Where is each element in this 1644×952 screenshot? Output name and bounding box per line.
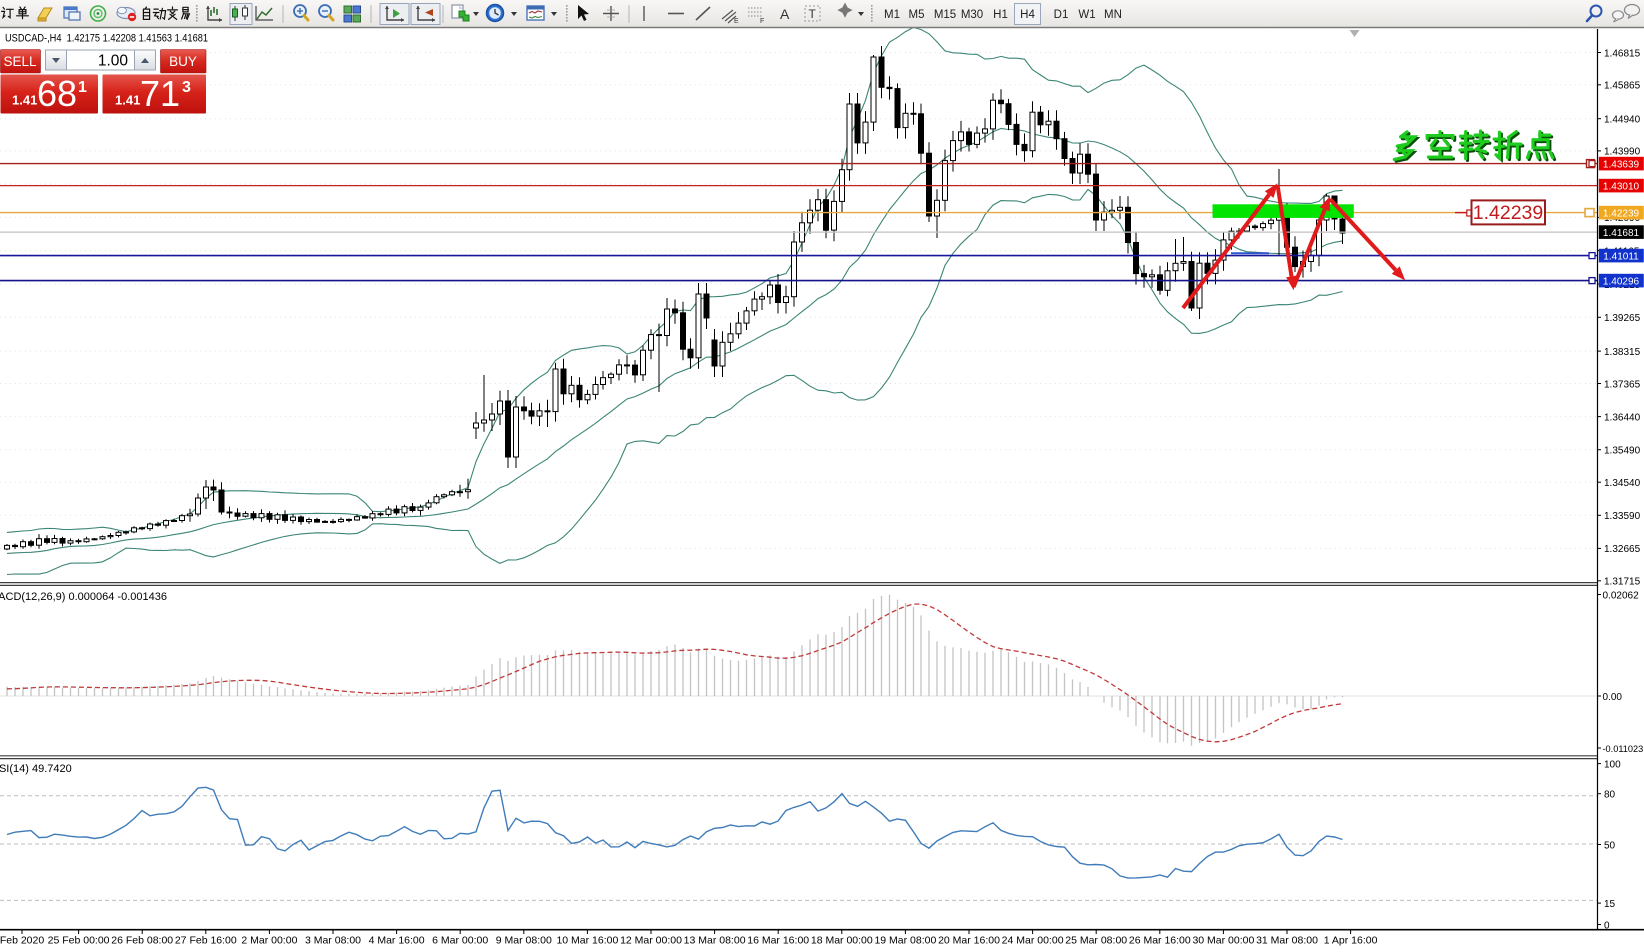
svg-text:H1: H1 <box>993 9 1008 21</box>
svg-text:3: 3 <box>182 79 191 96</box>
svg-text:1.35490: 1.35490 <box>1604 446 1641 457</box>
svg-text:68: 68 <box>37 73 77 114</box>
svg-text:1.38315: 1.38315 <box>1604 347 1641 358</box>
svg-text:USDCAD-,H4 1.42175 1.42208 1.: USDCAD-,H4 1.42175 1.42208 1.41563 1.416… <box>5 33 208 45</box>
svg-text:-0.011023: -0.011023 <box>1603 744 1644 754</box>
svg-text:1.46815: 1.46815 <box>1604 48 1641 59</box>
svg-text:T: T <box>809 7 817 21</box>
svg-text:1.41681: 1.41681 <box>1603 228 1640 239</box>
svg-text:71: 71 <box>140 73 180 114</box>
svg-text:W1: W1 <box>1078 9 1095 21</box>
svg-text:M30: M30 <box>961 9 983 21</box>
svg-text:1.43990: 1.43990 <box>1604 147 1641 158</box>
svg-text:Feb 2020: Feb 2020 <box>0 935 44 947</box>
svg-text:50: 50 <box>1604 840 1616 851</box>
svg-text:6 Mar 00:00: 6 Mar 00:00 <box>432 935 488 947</box>
svg-text:1.32665: 1.32665 <box>1604 544 1641 555</box>
svg-text:1.44940: 1.44940 <box>1604 115 1641 126</box>
svg-text:MN: MN <box>1104 9 1122 21</box>
svg-text:9 Mar 08:00: 9 Mar 08:00 <box>496 935 552 947</box>
svg-text:24 Mar 00:00: 24 Mar 00:00 <box>1002 935 1064 947</box>
svg-text:15: 15 <box>1604 899 1616 910</box>
svg-text:H4: H4 <box>1020 9 1035 21</box>
svg-text:2 Mar 00:00: 2 Mar 00:00 <box>241 935 297 947</box>
svg-text:27 Feb 16:00: 27 Feb 16:00 <box>175 935 237 947</box>
svg-text:1.41011: 1.41011 <box>1603 252 1639 263</box>
svg-text:M1: M1 <box>884 9 900 21</box>
svg-text:1.00: 1.00 <box>98 53 129 70</box>
svg-text:BUY: BUY <box>169 54 197 69</box>
svg-text:1.42239: 1.42239 <box>1603 209 1640 220</box>
svg-text:1.40296: 1.40296 <box>1603 277 1640 288</box>
svg-text:MACD(12,26,9) 0.000064 -0.0014: MACD(12,26,9) 0.000064 -0.001436 <box>0 591 167 603</box>
svg-text:1.36440: 1.36440 <box>1604 412 1641 423</box>
svg-text:12 Mar 00:00: 12 Mar 00:00 <box>620 935 682 947</box>
svg-text:100: 100 <box>1604 759 1621 770</box>
svg-text:18 Mar 00:00: 18 Mar 00:00 <box>811 935 873 947</box>
svg-text:M5: M5 <box>909 9 925 21</box>
svg-text:1 Apr 16:00: 1 Apr 16:00 <box>1324 935 1378 947</box>
svg-text:10 Mar 16:00: 10 Mar 16:00 <box>556 935 618 947</box>
svg-text:19 Mar 08:00: 19 Mar 08:00 <box>874 935 936 947</box>
svg-text:D1: D1 <box>1054 9 1069 21</box>
svg-text:13 Mar 08:00: 13 Mar 08:00 <box>684 935 746 947</box>
svg-text:1.41: 1.41 <box>12 93 37 108</box>
svg-text:80: 80 <box>1604 790 1616 801</box>
svg-text:RSI(14) 49.7420: RSI(14) 49.7420 <box>0 763 72 775</box>
svg-text:4 Mar 16:00: 4 Mar 16:00 <box>369 935 425 947</box>
svg-text:30 Mar 00:00: 30 Mar 00:00 <box>1192 935 1254 947</box>
svg-text:26 Mar 16:00: 26 Mar 16:00 <box>1129 935 1191 947</box>
svg-text:1.45865: 1.45865 <box>1604 81 1641 92</box>
svg-text:1.31715: 1.31715 <box>1604 577 1641 588</box>
svg-text:31 Mar 08:00: 31 Mar 08:00 <box>1256 935 1318 947</box>
svg-text:1: 1 <box>78 79 87 96</box>
svg-text:0.02062: 0.02062 <box>1603 590 1640 601</box>
svg-text:M15: M15 <box>934 9 956 21</box>
svg-text:20 Mar 16:00: 20 Mar 16:00 <box>938 935 1000 947</box>
svg-text:25 Feb 00:00: 25 Feb 00:00 <box>48 935 110 947</box>
svg-text:SELL: SELL <box>3 54 37 69</box>
svg-text:1.37365: 1.37365 <box>1604 379 1641 390</box>
svg-text:1.33590: 1.33590 <box>1604 511 1641 522</box>
svg-text:1.39265: 1.39265 <box>1604 313 1641 324</box>
svg-text:0: 0 <box>1604 920 1610 931</box>
svg-text:1.41: 1.41 <box>115 93 140 108</box>
svg-text:A: A <box>780 6 790 22</box>
svg-text:25 Mar 08:00: 25 Mar 08:00 <box>1065 935 1127 947</box>
svg-text:0.00: 0.00 <box>1603 692 1623 703</box>
svg-text:1.34540: 1.34540 <box>1604 478 1641 489</box>
svg-text:26 Feb 08:00: 26 Feb 08:00 <box>111 935 173 947</box>
svg-text:1.43639: 1.43639 <box>1603 160 1640 171</box>
svg-text:E: E <box>734 18 739 25</box>
svg-text:16 Mar 16:00: 16 Mar 16:00 <box>747 935 809 947</box>
svg-text:F: F <box>760 18 764 25</box>
svg-text:1.42239: 1.42239 <box>1473 202 1544 224</box>
svg-text:1.43010: 1.43010 <box>1603 182 1640 193</box>
svg-text:3 Mar 08:00: 3 Mar 08:00 <box>305 935 361 947</box>
